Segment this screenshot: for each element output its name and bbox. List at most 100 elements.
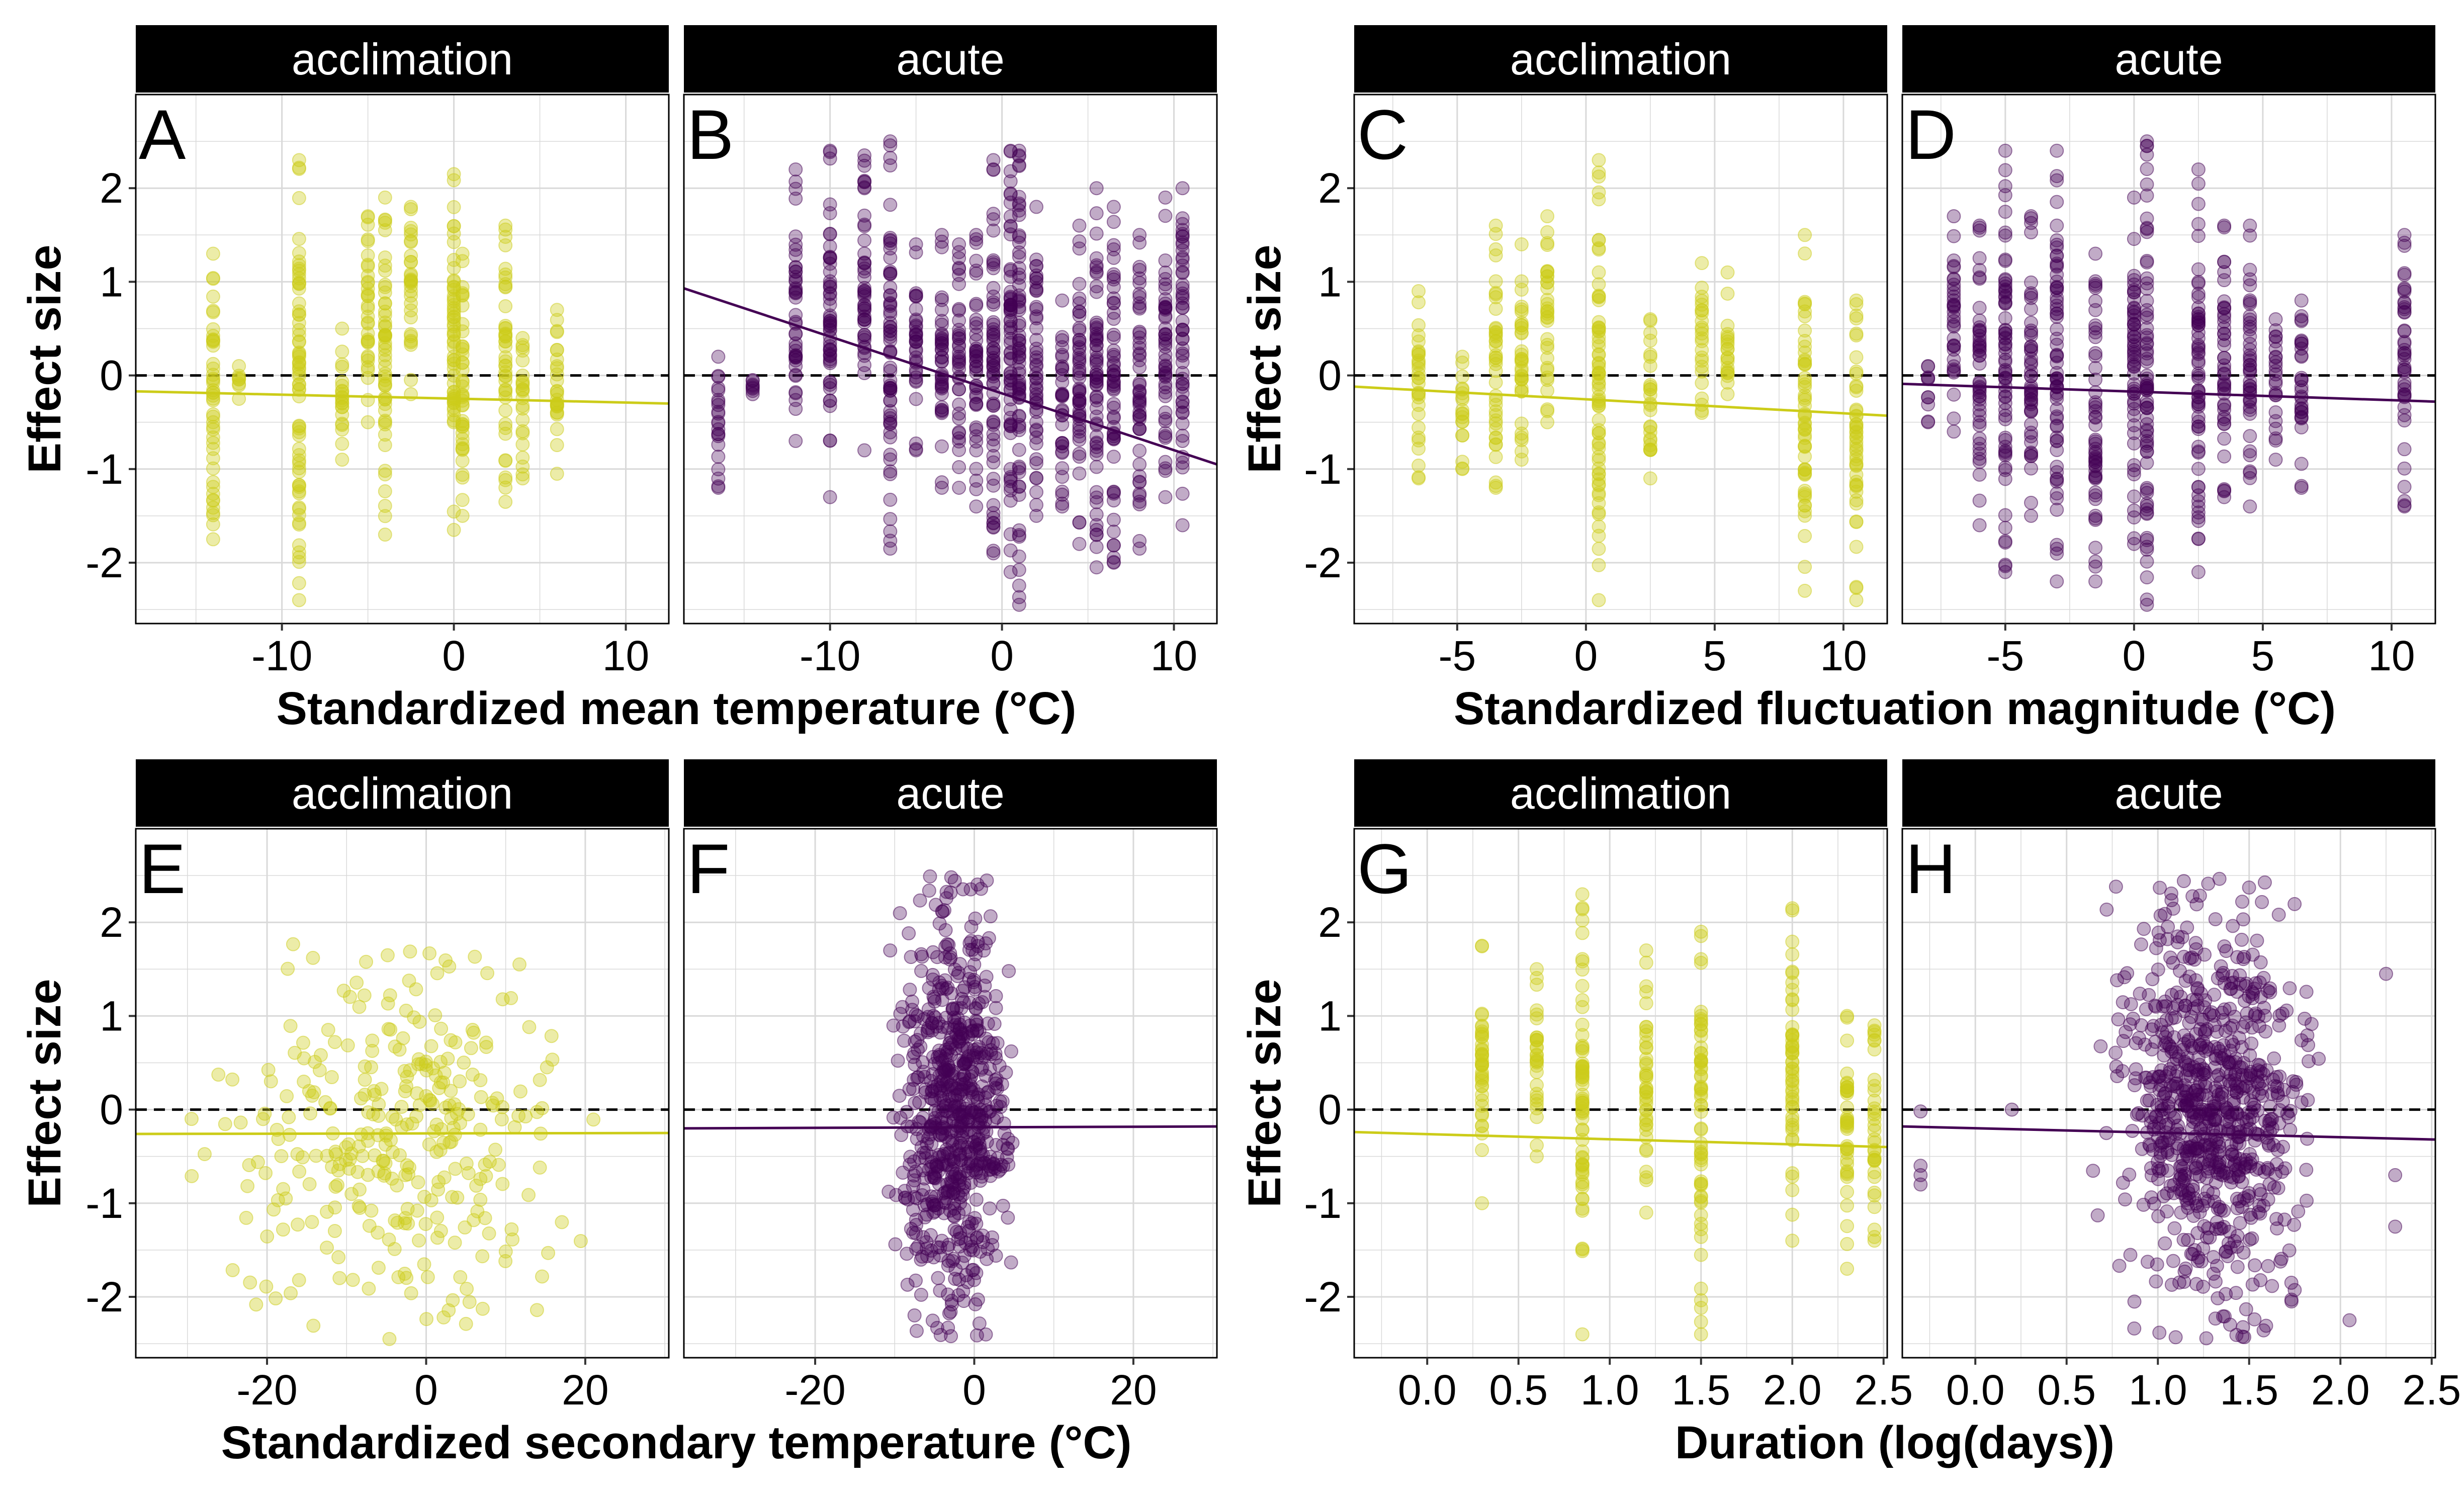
- data-point: [1530, 1097, 1544, 1111]
- data-point: [990, 1036, 1005, 1050]
- data-point: [455, 379, 470, 394]
- data-point: [2126, 1011, 2140, 1026]
- data-point: [378, 509, 392, 523]
- data-point: [907, 1308, 922, 1323]
- data-point: [1158, 368, 1173, 383]
- data-point: [909, 289, 923, 303]
- data-point: [2257, 875, 2272, 890]
- data-point: [257, 1106, 272, 1121]
- data-point: [1530, 1011, 1544, 1026]
- data-point: [1998, 520, 2012, 535]
- data-point: [550, 303, 564, 317]
- x-tick-label: 20: [1110, 1366, 1157, 1414]
- data-point: [938, 1042, 953, 1057]
- data-point: [745, 387, 760, 401]
- data-point: [1106, 330, 1121, 345]
- data-point: [2189, 1277, 2204, 1291]
- data-point: [1089, 226, 1104, 241]
- facet-strip-label: acute: [896, 768, 1004, 818]
- data-point: [292, 323, 306, 337]
- data-point: [378, 280, 392, 294]
- data-point: [1798, 295, 1812, 309]
- data-point: [417, 1257, 431, 1272]
- data-point: [2050, 302, 2064, 316]
- y-axis-title: Effect size: [19, 979, 70, 1207]
- data-point: [1694, 1004, 1708, 1019]
- data-point: [555, 1215, 569, 1229]
- x-tick-label: 2.5: [1854, 1366, 1913, 1414]
- data-point: [1514, 453, 1529, 467]
- data-point: [2272, 1069, 2287, 1084]
- data-point: [490, 1091, 504, 1106]
- data-point: [1947, 387, 1961, 402]
- data-point: [909, 237, 923, 251]
- data-point: [1540, 402, 1555, 417]
- data-point: [2191, 532, 2206, 546]
- y-tick-label: 0: [1318, 1086, 1342, 1133]
- data-point: [498, 299, 513, 314]
- data-point: [206, 272, 220, 286]
- data-point: [2191, 439, 2206, 454]
- data-point: [2173, 1168, 2188, 1182]
- data-points: [1475, 887, 1882, 1342]
- data-point: [1002, 964, 1016, 979]
- data-point: [2142, 1093, 2157, 1108]
- data-point: [1072, 351, 1087, 366]
- data-point: [2208, 912, 2223, 927]
- data-point: [239, 1210, 253, 1225]
- data-point: [422, 946, 437, 960]
- data-point: [969, 473, 984, 488]
- data-point: [904, 1221, 918, 1236]
- data-point: [437, 1170, 452, 1185]
- data-point: [2191, 369, 2206, 383]
- data-point: [2149, 1274, 2163, 1289]
- data-point: [1132, 457, 1147, 472]
- data-point: [2127, 458, 2141, 473]
- data-point: [934, 439, 949, 454]
- data-point: [711, 427, 726, 442]
- data-point: [371, 1164, 386, 1179]
- data-point: [1998, 565, 2012, 579]
- data-point: [1998, 403, 2012, 417]
- data-point: [263, 1074, 278, 1089]
- data-point: [1455, 462, 1470, 476]
- data-point: [2088, 511, 2103, 525]
- data-point: [1998, 372, 2012, 387]
- data-point: [923, 869, 937, 884]
- data-point: [2088, 303, 2103, 317]
- data-point: [494, 1112, 509, 1127]
- data-point: [284, 1286, 298, 1300]
- data-point: [905, 1003, 920, 1017]
- data-point: [292, 232, 306, 246]
- data-point: [206, 451, 220, 466]
- data-point: [788, 433, 803, 448]
- data-point: [1972, 313, 1987, 328]
- data-point: [2230, 1260, 2245, 1274]
- data-point: [1089, 409, 1104, 424]
- data-point: [2191, 347, 2206, 362]
- data-point: [857, 233, 872, 247]
- data-point: [586, 1112, 601, 1127]
- data-point: [1785, 1207, 1800, 1222]
- data-point: [2117, 970, 2132, 985]
- data-point: [461, 1166, 476, 1180]
- facet-strip: [136, 25, 669, 93]
- data-point: [1540, 236, 1555, 250]
- data-point: [1158, 331, 1173, 346]
- data-point: [378, 319, 392, 333]
- data-point: [400, 1117, 414, 1131]
- data-point: [2140, 401, 2154, 415]
- data-point: [2239, 1015, 2253, 1030]
- data-point: [361, 281, 375, 296]
- data-point: [1012, 419, 1026, 434]
- data-point: [498, 261, 513, 276]
- data-point: [952, 481, 966, 495]
- data-point: [1175, 281, 1190, 296]
- data-point: [2219, 944, 2234, 958]
- data-point: [380, 948, 395, 962]
- x-tick-label: 0: [962, 1366, 986, 1414]
- data-point: [2263, 1099, 2277, 1114]
- data-point: [823, 348, 837, 363]
- data-point: [1998, 311, 2012, 325]
- data-point: [1972, 518, 1987, 533]
